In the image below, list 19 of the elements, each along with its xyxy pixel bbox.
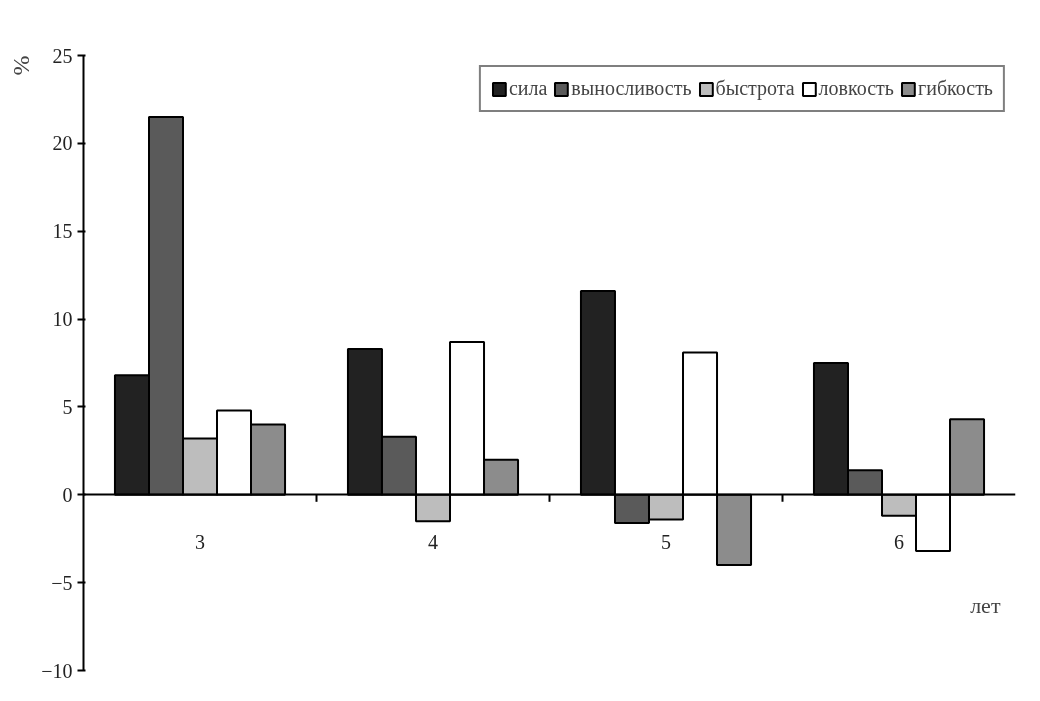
- legend-label: быстрота: [715, 77, 795, 100]
- legend-label: сила: [508, 77, 548, 100]
- y-axis-title: %: [7, 55, 34, 76]
- y-tick-label: 5: [62, 395, 73, 418]
- y-tick-label: −10: [41, 659, 73, 682]
- legend-label: ловкость: [818, 77, 894, 100]
- y-tick-label: 0: [62, 483, 73, 506]
- x-axis-title: лет: [970, 592, 1001, 618]
- y-tick-label: 10: [52, 308, 73, 331]
- x-tick-label: 6: [894, 530, 904, 553]
- legend-label: гибкость: [917, 77, 993, 100]
- y-tick-label: 15: [52, 220, 73, 243]
- x-tick-label: 3: [195, 530, 205, 553]
- x-tick-label: 5: [661, 530, 671, 553]
- y-tick-label: 20: [52, 132, 73, 155]
- legend-label: выносливость: [571, 77, 692, 100]
- y-tick-label: 25: [52, 44, 73, 67]
- y-tick-label: −5: [51, 571, 73, 594]
- x-tick-label: 4: [428, 530, 438, 553]
